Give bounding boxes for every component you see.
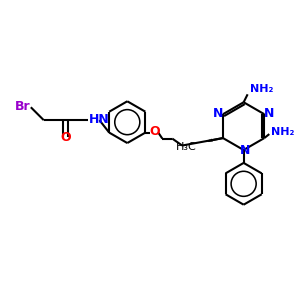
Text: N: N: [264, 107, 274, 120]
Text: O: O: [60, 130, 71, 144]
Text: O: O: [149, 125, 160, 138]
Text: Br: Br: [15, 100, 31, 113]
Text: NH₂: NH₂: [250, 84, 273, 94]
Text: H₃C: H₃C: [176, 142, 197, 152]
Text: N: N: [213, 107, 223, 120]
Text: NH₂: NH₂: [271, 127, 295, 137]
Text: N: N: [239, 145, 250, 158]
Text: HN: HN: [88, 113, 109, 126]
